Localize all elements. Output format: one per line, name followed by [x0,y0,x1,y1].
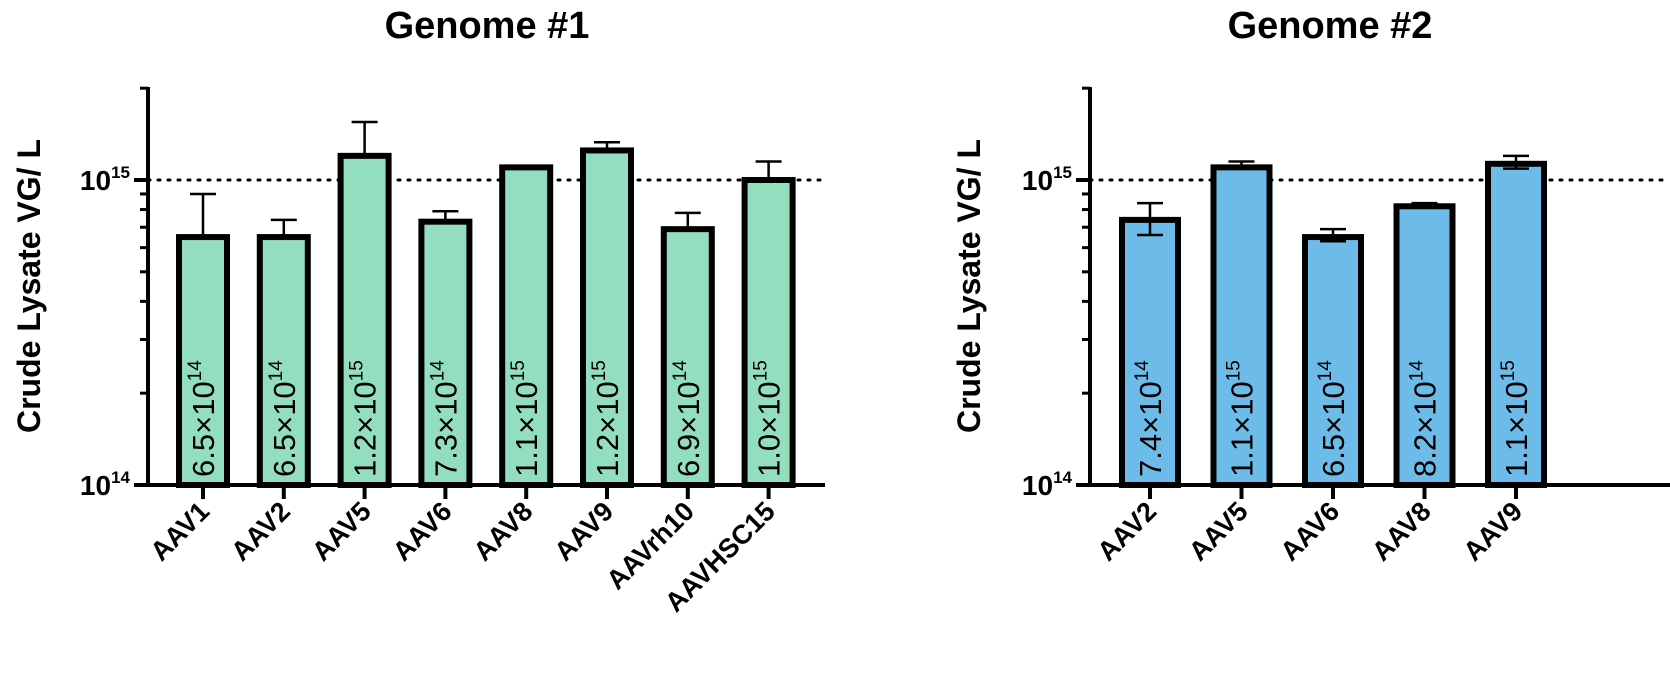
data-label: 1.0×1015 [751,360,787,477]
bar-AAV8 [1393,203,1456,488]
data-label: 1.1×1015 [1224,360,1260,477]
x-tick-label: AAV8 [1366,496,1437,567]
chart-title: Genome #2 [1228,5,1433,47]
data-label: 6.9×1014 [670,360,706,477]
y-axis-label: Crude Lysate VG/ L [951,139,987,433]
data-label: 7.4×1014 [1132,360,1168,477]
y-tick-label: 1014 [1022,468,1073,501]
chart-title: Genome #1 [385,5,590,47]
data-label: 1.1×1015 [1498,360,1534,477]
y-axis-label: Crude Lysate VG/ L [11,139,47,433]
x-tick-label: AAV8 [468,496,539,567]
x-tick-label: AAV2 [225,496,296,567]
chart-panel-1: Genome #1 Crude Lysate VG/ L 1014 1015 AAV1 6… [11,5,827,618]
x-tick-label: AAV9 [1458,496,1529,567]
y-tick-label: 1015 [1022,163,1072,196]
x-tick-label: AAV1 [145,496,216,567]
x-tick-label: AAV9 [549,496,620,567]
y-tick-label: 1014 [80,468,131,501]
data-label: 1.1×1015 [508,360,544,477]
data-label: 6.5×1014 [1315,360,1351,477]
bar-AAV9 [580,147,634,488]
data-label: 8.2×1014 [1407,360,1443,477]
x-tick-label: AAV6 [387,496,458,567]
bar-AAV5 [337,152,392,488]
data-label: 7.3×1014 [427,360,463,477]
x-tick-label: AAV6 [1275,496,1346,567]
bar-AAV8 [499,164,554,488]
x-tick-label: AAV5 [1183,496,1254,567]
data-label: 1.2×1015 [347,360,383,477]
data-label: 1.2×1015 [589,360,625,477]
y-tick-label: 1015 [80,163,130,196]
x-tick-label: AAV2 [1092,496,1163,567]
data-label: 6.5×1014 [266,360,302,477]
data-label: 6.5×1014 [185,360,221,477]
x-tick-label: AAV5 [306,496,377,567]
chart-panel-2: Genome #2 Crude Lysate VG/ L 1014 1015 AAV2 7… [951,5,1670,567]
